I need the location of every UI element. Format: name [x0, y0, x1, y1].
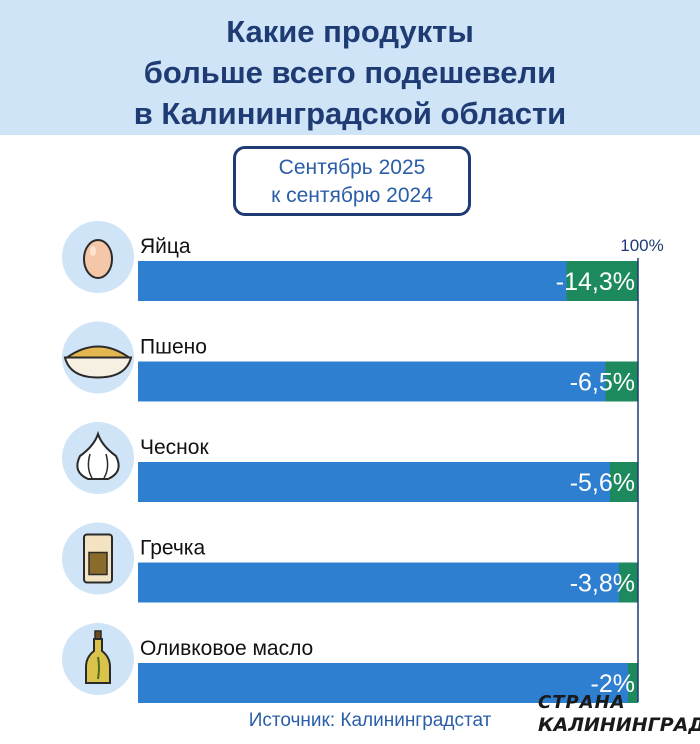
- category-label: Яйца: [140, 235, 191, 258]
- bottle-cap: [94, 630, 102, 640]
- watermark-logo: СТРАНА КАЛИНИНГРАД: [538, 692, 700, 740]
- decrease-segment: [619, 562, 638, 603]
- egg-shape: [83, 239, 113, 279]
- title-line-3: в Калининградской области: [133, 96, 567, 131]
- decrease-segment: [566, 261, 638, 301]
- title-line-2: больше всего подешевели: [143, 55, 557, 90]
- category-label: Оливковое масло: [140, 637, 313, 660]
- bar: [138, 663, 638, 703]
- watermark-line-2: КАЛИНИНГРАД: [538, 714, 700, 736]
- bar: [138, 261, 638, 301]
- category-label: Чеснок: [140, 436, 209, 459]
- garlic-cloves: [87, 453, 109, 479]
- decrease-segment: [605, 361, 638, 402]
- decrease-segment: [628, 663, 638, 703]
- garlic-icon: [62, 422, 134, 494]
- period-line-1: Сентябрь 2025: [278, 156, 426, 179]
- value-label: -3,8%: [570, 570, 635, 598]
- title-line-1: Какие продукты: [226, 14, 474, 49]
- olive-oil-bottle-icon: [62, 623, 134, 695]
- category-label: Гречка: [140, 537, 205, 560]
- bowl-shape: [63, 356, 133, 379]
- buckwheat-bag-icon: [62, 522, 134, 595]
- header-banner: Какие продукты больше всего подешевели в…: [0, 0, 700, 135]
- bar: [138, 361, 638, 402]
- value-label: -14,3%: [556, 268, 635, 296]
- value-label: -6,5%: [570, 369, 635, 397]
- olive-sprig: [97, 656, 100, 680]
- value-label: -5,6%: [570, 469, 635, 497]
- bar: [138, 562, 638, 603]
- watermark-line-1: СТРАНА: [538, 692, 626, 713]
- period-box: Сентябрь 2025 к сентябрю 2024: [233, 146, 471, 216]
- period-line-2: к сентябрю 2024: [271, 184, 433, 207]
- millet-bowl-icon: [62, 321, 134, 394]
- decrease-segment: [610, 462, 638, 502]
- bar: [138, 462, 638, 502]
- source-text: Источник: Калининградстат: [249, 710, 492, 731]
- egg-highlight: [90, 246, 96, 256]
- reference-label: 100%: [620, 236, 663, 255]
- egg-icon: [62, 221, 134, 293]
- value-label: -2%: [591, 670, 635, 698]
- garlic-bulb: [76, 430, 120, 480]
- bag-window: [88, 551, 108, 576]
- category-label: Пшено: [140, 336, 207, 359]
